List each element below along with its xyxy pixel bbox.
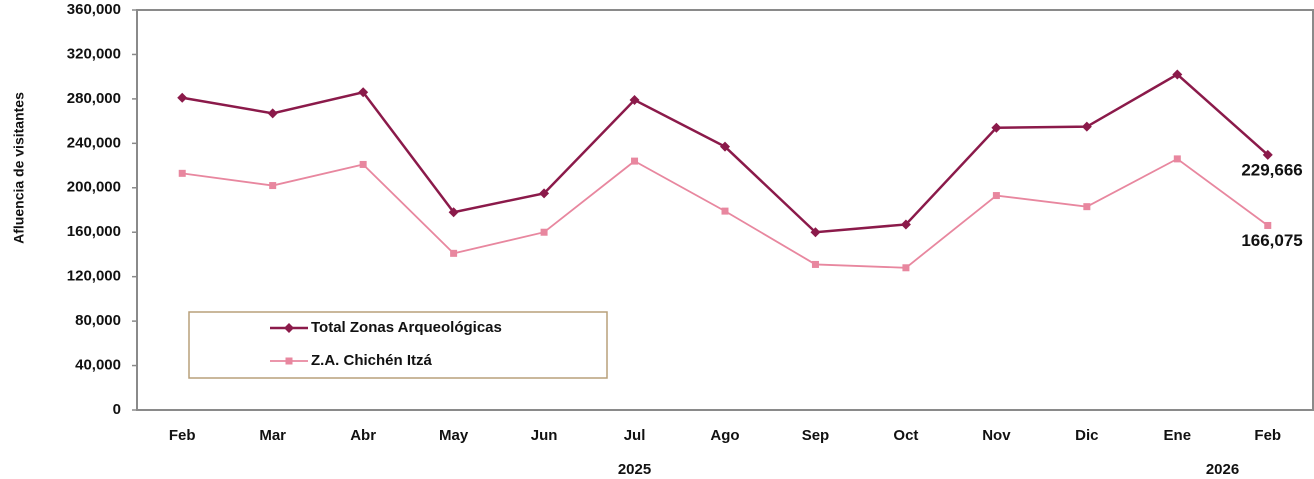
y-tick-label: 160,000 (67, 223, 121, 240)
marker (1172, 69, 1183, 80)
marker (269, 182, 277, 190)
y-tick-label: 120,000 (67, 268, 121, 285)
marker (540, 228, 548, 236)
marker (721, 207, 729, 215)
legend-label: Total Zonas Arqueológicas (311, 319, 502, 336)
marker (992, 192, 1000, 200)
y-tick-label: 360,000 (67, 1, 121, 18)
x-tick-label: Jun (531, 427, 558, 444)
marker (358, 87, 369, 98)
y-tick-label: 200,000 (67, 179, 121, 196)
marker (284, 323, 294, 333)
y-tick-label: 40,000 (75, 357, 121, 374)
marker (448, 207, 459, 218)
marker (631, 157, 639, 165)
marker (1262, 149, 1273, 160)
marker (178, 169, 186, 177)
marker (267, 108, 278, 119)
y-tick-label: 280,000 (67, 90, 121, 107)
x-tick-label: Abr (350, 427, 376, 444)
y-tick-label: 0 (113, 401, 121, 418)
marker (811, 260, 819, 268)
legend-label: Z.A. Chichén Itzá (311, 352, 433, 369)
year-label: 2025 (618, 461, 651, 478)
marker (539, 188, 550, 199)
marker (991, 122, 1002, 133)
marker (1081, 121, 1092, 132)
x-tick-label: Ago (710, 427, 739, 444)
legend: Total Zonas Arqueológicas Z.A. Chichén It… (188, 311, 608, 379)
x-tick-label: Feb (1254, 427, 1281, 444)
y-tick-label: 80,000 (75, 312, 121, 329)
x-tick-label: Feb (169, 427, 196, 444)
plot-frame (136, 9, 1314, 411)
x-tick-label: Nov (982, 427, 1011, 444)
x-tick-label: Mar (259, 427, 286, 444)
marker (177, 92, 188, 103)
marker (720, 141, 730, 152)
data-label: 229,666 (1241, 160, 1302, 179)
y-axis-label: Afluencia de visitantes (11, 92, 27, 244)
marker (1083, 203, 1091, 211)
y-tick-label: 320,000 (67, 45, 121, 62)
marker (629, 95, 640, 105)
y-tick-label: 240,000 (67, 134, 121, 151)
x-tick-label: Ene (1164, 427, 1192, 444)
legend-box (188, 311, 608, 379)
x-tick-label: May (439, 427, 469, 444)
marker (902, 264, 910, 272)
marker (1264, 221, 1272, 229)
marker (1173, 155, 1181, 163)
data-label: 166,075 (1241, 231, 1302, 250)
marker (450, 249, 458, 257)
x-tick-label: Oct (893, 427, 918, 444)
marker (810, 227, 821, 238)
x-tick-label: Jul (624, 427, 646, 444)
year-label: 2026 (1206, 461, 1239, 478)
marker (900, 219, 911, 230)
x-tick-label: Sep (802, 427, 830, 444)
marker (359, 160, 367, 168)
x-tick-label: Dic (1075, 427, 1098, 444)
marker (285, 357, 293, 365)
